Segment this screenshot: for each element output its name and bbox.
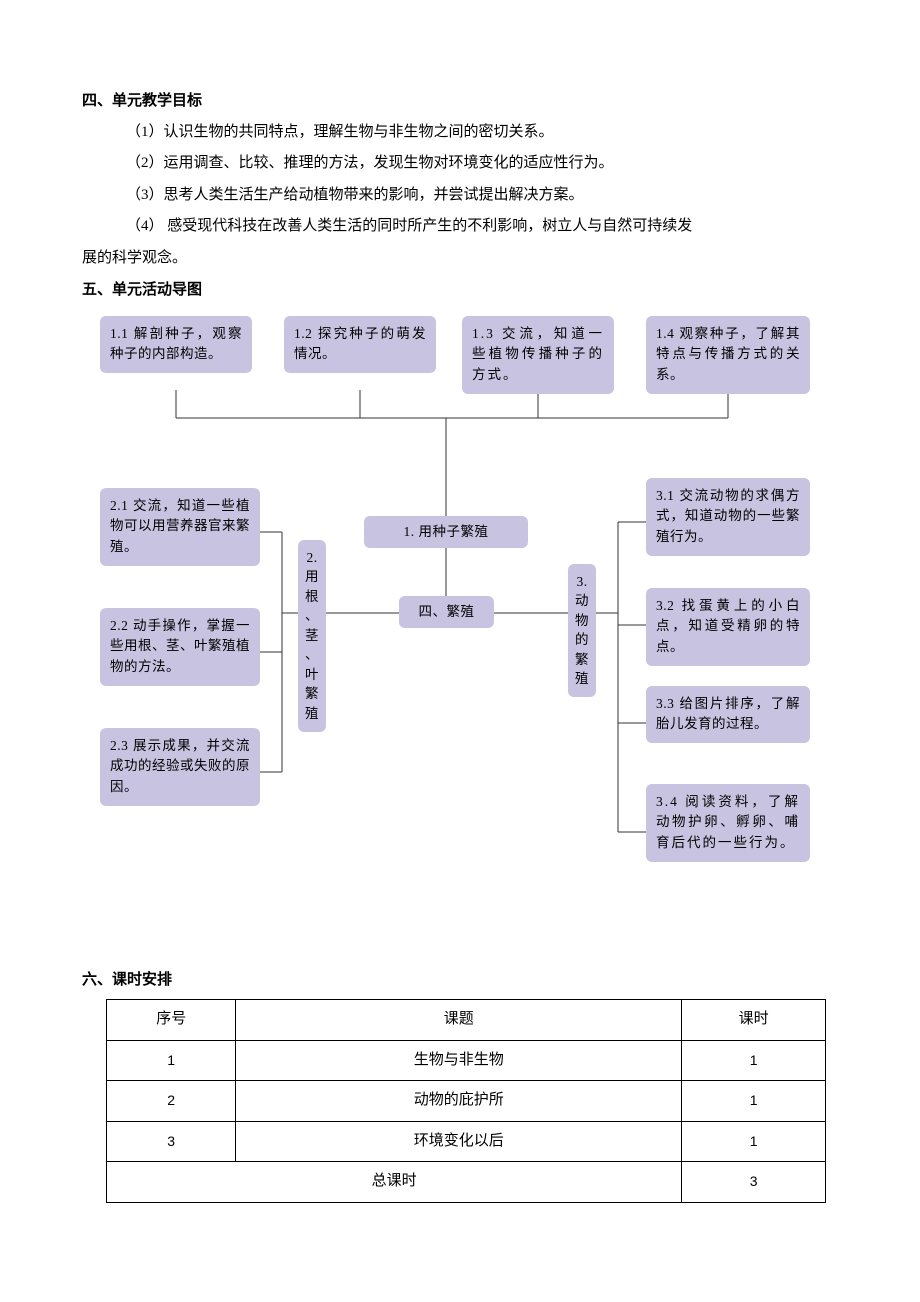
node-2-2: 2.2 动手操作，掌握一些用根、茎、叶繁殖植物的方法。 xyxy=(100,608,260,687)
section-6-heading: 六、课时安排 xyxy=(82,964,838,996)
node-1-4: 1.4 观察种子，了解其特点与传播方式的关系。 xyxy=(646,316,810,395)
cell-hours: 1 xyxy=(682,1040,826,1081)
cell-topic: 生物与非生物 xyxy=(236,1040,682,1081)
cell-hours: 1 xyxy=(682,1121,826,1162)
node-3-2: 3.2 找蛋黄上的小白点，知道受精卵的特点。 xyxy=(646,588,810,667)
table-footer-row: 总课时 3 xyxy=(107,1162,826,1203)
goal-item-4-line1: （4） 感受现代科技在改善人类生活的同时所产生的不利影响，树立人与自然可持续发 xyxy=(82,211,838,243)
schedule-table: 序号 课题 课时 1 生物与非生物 1 2 动物的庇护所 1 3 环境变化以后 … xyxy=(106,999,826,1203)
table-row: 1 生物与非生物 1 xyxy=(107,1040,826,1081)
goal-item-1: （1）认识生物的共同特点，理解生物与非生物之间的密切关系。 xyxy=(82,117,838,149)
table-row: 2 动物的庇护所 1 xyxy=(107,1081,826,1122)
node-branch-2: 2.用根、茎、叶繁殖 xyxy=(298,540,326,732)
node-3-1: 3.1 交流动物的求偶方式，知道动物的一些繁殖行为。 xyxy=(646,478,810,557)
section-5-heading: 五、单元活动导图 xyxy=(82,274,838,306)
node-3-3: 3.3 给图片排序，了解胎儿发育的过程。 xyxy=(646,686,810,744)
node-1-1: 1.1 解剖种子，观察种子的内部构造。 xyxy=(100,316,252,374)
table-row: 3 环境变化以后 1 xyxy=(107,1121,826,1162)
node-3-4: 3.4 阅读资料，了解动物护卵、孵卵、哺育后代的一些行为。 xyxy=(646,784,810,863)
node-2-3: 2.3 展示成果，并交流成功的经验或失败的原因。 xyxy=(100,728,260,807)
node-1-3: 1.3 交流，知道一些植物传播种子的方式。 xyxy=(462,316,614,395)
cell-index: 1 xyxy=(107,1040,236,1081)
node-2-1: 2.1 交流，知道一些植物可以用营养器官来繁殖。 xyxy=(100,488,260,567)
table-header-row: 序号 课题 课时 xyxy=(107,1000,826,1041)
col-header-topic: 课题 xyxy=(236,1000,682,1041)
node-branch-1: 1. 用种子繁殖 xyxy=(364,516,528,549)
section-4-heading: 四、单元教学目标 xyxy=(82,85,838,117)
node-root: 四、繁殖 xyxy=(399,596,494,629)
cell-topic: 动物的庇护所 xyxy=(236,1081,682,1122)
cell-hours: 1 xyxy=(682,1081,826,1122)
col-header-hours: 课时 xyxy=(682,1000,826,1041)
node-branch-3: 3.动物的繁殖 xyxy=(568,564,596,697)
node-1-2: 1.2 探究种子的萌发情况。 xyxy=(284,316,436,374)
cell-index: 3 xyxy=(107,1121,236,1162)
cell-total-value: 3 xyxy=(682,1162,826,1203)
cell-topic: 环境变化以后 xyxy=(236,1121,682,1162)
activity-diagram: 1.1 解剖种子，观察种子的内部构造。 1.2 探究种子的萌发情况。 1.3 交… xyxy=(94,316,838,946)
col-header-index: 序号 xyxy=(107,1000,236,1041)
goal-item-3: （3）思考人类生活生产给动植物带来的影响，并尝试提出解决方案。 xyxy=(82,180,838,212)
cell-index: 2 xyxy=(107,1081,236,1122)
goal-item-4-line2: 展的科学观念。 xyxy=(82,243,838,275)
cell-total-label: 总课时 xyxy=(107,1162,682,1203)
goal-item-2: （2）运用调查、比较、推理的方法，发现生物对环境变化的适应性行为。 xyxy=(82,148,838,180)
